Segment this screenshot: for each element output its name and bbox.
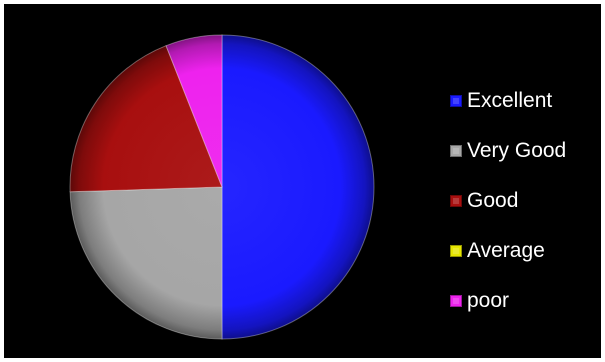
legend-label-poor: poor <box>467 289 510 312</box>
pie-chart <box>69 34 375 340</box>
legend-swatch-very-good <box>450 145 462 157</box>
pie-slice-good <box>69 45 223 193</box>
chart-area: Excellent Very Good Good Average poor <box>4 4 601 358</box>
legend-item-excellent: Excellent <box>450 76 600 126</box>
pie-slice-poor <box>165 34 223 188</box>
legend-swatch-poor <box>450 295 462 307</box>
legend-label-average: Average <box>467 239 545 262</box>
pie-slice-excellent <box>221 34 375 340</box>
legend-label-good: Good <box>467 189 519 212</box>
pie-slices <box>69 34 375 340</box>
legend-label-excellent: Excellent <box>467 89 553 112</box>
legend-item-very-good: Very Good <box>450 126 600 176</box>
legend: Excellent Very Good Good Average poor <box>450 76 600 326</box>
legend-item-good: Good <box>450 176 600 226</box>
legend-item-average: Average <box>450 226 600 276</box>
legend-swatch-good <box>450 195 462 207</box>
legend-swatch-average <box>450 245 462 257</box>
pie-slice-very-good <box>69 186 223 340</box>
legend-swatch-excellent <box>450 95 462 107</box>
legend-item-poor: poor <box>450 276 600 326</box>
legend-label-very-good: Very Good <box>467 139 567 162</box>
